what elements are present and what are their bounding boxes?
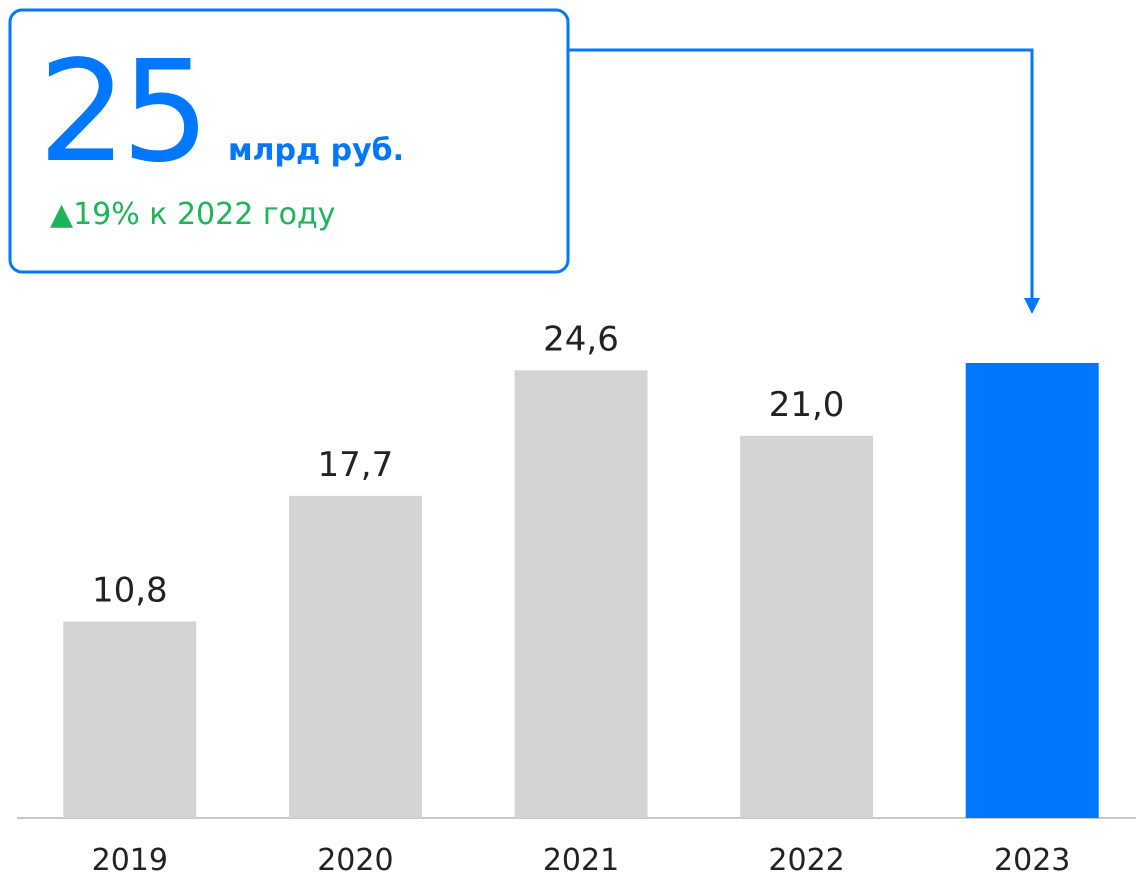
callout-value: 25 — [38, 31, 204, 194]
data-label: 21,0 — [769, 385, 845, 425]
x-tick-label: 2020 — [317, 843, 393, 872]
callout-arrow — [1024, 298, 1040, 314]
x-tick-label: 2021 — [543, 843, 619, 872]
data-label: 10,8 — [92, 570, 168, 610]
x-tick-label: 2019 — [92, 843, 168, 872]
x-tick-label: 2023 — [994, 843, 1070, 872]
data-label: 24,6 — [543, 319, 619, 359]
callout-box — [8, 8, 570, 274]
bar — [514, 370, 648, 818]
bar — [63, 621, 197, 818]
bar — [288, 495, 422, 818]
bar — [965, 363, 1099, 818]
callout-change: ▲19% к 2022 году — [50, 197, 335, 232]
x-tick-label: 2022 — [768, 843, 844, 872]
callout-unit: млрд руб. — [228, 133, 404, 168]
callout-connector — [568, 48, 1034, 300]
data-label: 17,7 — [318, 445, 394, 485]
bar — [740, 435, 874, 818]
